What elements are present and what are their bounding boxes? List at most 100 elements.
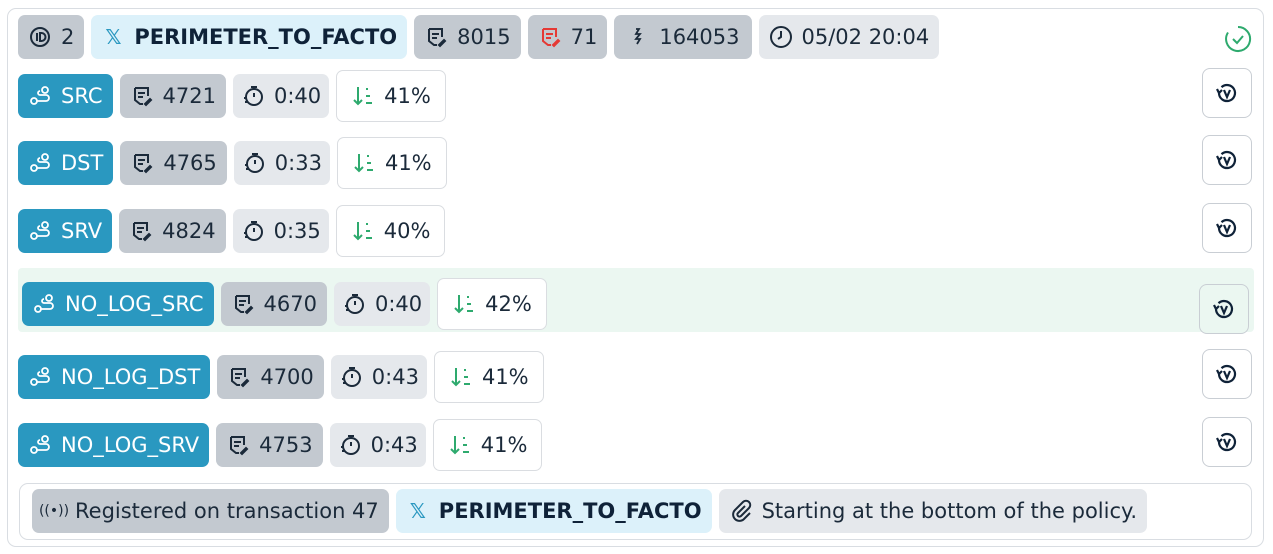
row-label-button[interactable]: DST (18, 141, 114, 185)
rerun-button[interactable] (1202, 203, 1252, 253)
stopwatch-icon (241, 219, 265, 243)
row-time-badge: 0:33 (233, 141, 330, 185)
history-icon (1215, 148, 1239, 172)
row-time: 0:35 (273, 219, 321, 243)
history-icon (1215, 362, 1239, 386)
error-rules-icon (538, 25, 562, 49)
rules-edit-icon (226, 433, 250, 457)
paperclip-icon (729, 499, 753, 523)
row-time: 0:43 (371, 365, 419, 389)
check-circle-icon (1224, 25, 1252, 57)
row-percent: 42% (485, 292, 532, 316)
row-percent: 41% (480, 433, 528, 457)
history-icon (1215, 81, 1239, 105)
rules-edit-icon (130, 84, 154, 108)
rerun-button[interactable] (1199, 284, 1249, 334)
x-icon: 𝕏 (409, 499, 426, 523)
timestamp: 05/02 20:04 (801, 25, 930, 49)
footer-policy-name: PERIMETER_TO_FACTO (438, 499, 702, 523)
footer (19, 483, 1252, 540)
history-icon (1212, 297, 1236, 321)
row-count-badge: 4700 (217, 355, 324, 399)
hits-badge: 164053 (614, 15, 752, 59)
errors-count: 71 (570, 25, 598, 49)
row-time-badge: 0:40 (233, 74, 330, 118)
stopwatch-icon (342, 292, 366, 316)
sort-descending-icon (452, 292, 476, 316)
history-icon (1215, 430, 1239, 454)
row-label-button[interactable]: NO_LOG_DST (18, 355, 211, 399)
row-time: 0:40 (274, 84, 322, 108)
row-label: NO_LOG_DST (61, 365, 201, 389)
route-icon (28, 84, 52, 108)
row-time-badge: 0:43 (329, 423, 426, 467)
footer-policy-badge[interactable]: 𝕏 PERIMETER_TO_FACTO (395, 489, 712, 533)
route-icon (28, 219, 52, 243)
row-progress-badge: 42% (437, 278, 547, 330)
sort-descending-icon (449, 365, 473, 389)
row-percent: 41% (384, 84, 431, 108)
clock-icon (769, 25, 793, 49)
rerun-button[interactable] (1202, 417, 1252, 467)
history-icon (1215, 216, 1239, 240)
timestamp-badge: 05/02 20:04 (758, 15, 940, 59)
broadcast-icon: ((•)) (38, 503, 70, 519)
errors-badge: 71 (527, 15, 608, 59)
policy-card (7, 8, 1264, 547)
x-icon: 𝕏 (105, 25, 122, 49)
test-row: DST 4765 0:33 41% (18, 137, 447, 189)
row-count-badge: 4753 (216, 423, 323, 467)
row-label-button[interactable]: NO_LOG_SRV (18, 423, 210, 467)
row-percent: 40% (383, 219, 431, 243)
row-progress-badge: 40% (335, 205, 446, 257)
row-label-button[interactable]: SRV (18, 209, 113, 253)
stopwatch-icon (242, 151, 266, 175)
rules-edit-icon (231, 292, 255, 316)
policy-name: PERIMETER_TO_FACTO (134, 25, 398, 49)
row-label-button[interactable]: NO_LOG_SRC (22, 282, 214, 326)
row-label: SRC (61, 84, 103, 108)
note-badge: Starting at the bottom of the policy. (718, 489, 1148, 533)
id-icon (28, 25, 52, 49)
row-time: 0:40 (374, 292, 423, 316)
row-progress-badge: 41% (433, 351, 544, 403)
row-progress-badge: 41% (336, 70, 446, 122)
row-time: 0:43 (370, 433, 418, 457)
row-count: 4700 (260, 365, 314, 389)
test-row: NO_LOG_DST 4700 0:43 41% (18, 351, 544, 403)
route-icon (626, 25, 650, 49)
route-icon (28, 365, 52, 389)
id-value: 2 (61, 25, 75, 49)
hits-count: 164053 (659, 25, 740, 49)
row-count: 4721 (162, 84, 216, 108)
rules-edit-icon (129, 219, 153, 243)
sort-descending-icon (352, 151, 376, 175)
rerun-button[interactable] (1202, 135, 1252, 185)
row-count: 4824 (162, 219, 216, 243)
stopwatch-icon (338, 433, 362, 457)
row-label: NO_LOG_SRV (61, 433, 200, 457)
sort-descending-icon (351, 219, 375, 243)
row-count: 4670 (263, 292, 317, 316)
rerun-button[interactable] (1202, 68, 1252, 118)
rules-edit-icon (130, 151, 154, 175)
row-label: NO_LOG_SRC (65, 292, 204, 316)
row-time-badge: 0:43 (330, 355, 427, 399)
sort-descending-icon (351, 84, 375, 108)
row-count-badge: 4824 (119, 209, 226, 253)
policy-name-badge[interactable]: 𝕏 PERIMETER_TO_FACTO (91, 15, 408, 59)
row-time-badge: 0:40 (333, 282, 431, 326)
row-progress-badge: 41% (432, 419, 543, 471)
header-row: 2 𝕏 PERIMETER_TO_FACTO 8015 71 164053 05… (18, 15, 940, 59)
row-label-button[interactable]: SRC (18, 74, 113, 118)
row-progress-badge: 41% (336, 137, 447, 189)
rules-badge: 8015 (414, 15, 521, 59)
rules-edit-icon (227, 365, 251, 389)
row-count-badge: 4765 (120, 141, 227, 185)
row-percent: 41% (384, 151, 432, 175)
rerun-button[interactable] (1202, 349, 1252, 399)
row-time: 0:33 (274, 151, 322, 175)
row-count: 4765 (163, 151, 217, 175)
row-count: 4753 (259, 433, 313, 457)
footer-row: ((•)) Registered on transaction 47 𝕏 PER… (32, 489, 1148, 533)
